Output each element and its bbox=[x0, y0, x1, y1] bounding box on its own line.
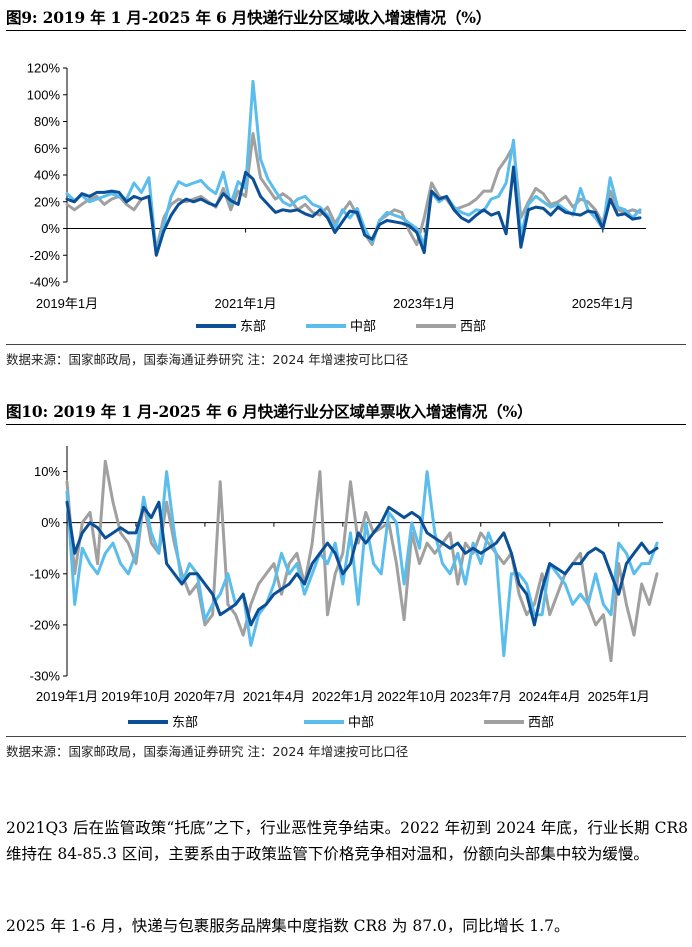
analysis-paragraph-2: 2025 年 1-6 月，快递与包裹服务品牌集中度指数 CR8 为 87.0，同… bbox=[6, 917, 570, 935]
chart2-series-line-0 bbox=[65, 500, 659, 627]
chart1-y-tick-label: 80% bbox=[34, 114, 60, 129]
chart2-y-tick-label: 0% bbox=[41, 515, 60, 530]
chart2-legend-label: 中部 bbox=[348, 715, 374, 730]
chart1-legend-label: 中部 bbox=[350, 319, 376, 334]
chart1-x-tick-label: 2021年1月 bbox=[215, 296, 277, 311]
chart2-series-line-2 bbox=[65, 459, 659, 663]
chart2-x-tick-label: 2020年7月 bbox=[174, 689, 236, 704]
chart2-legend-label: 西部 bbox=[528, 715, 554, 730]
chart1-x-tick-label: 2019年1月 bbox=[36, 296, 98, 311]
chart1-series-line-0 bbox=[65, 165, 642, 257]
figure1-source-rule bbox=[6, 344, 686, 345]
chart1-y-tick-label: 100% bbox=[27, 87, 61, 102]
chart2-x-tick-label: 2019年1月 bbox=[36, 689, 98, 704]
figure1-source: 数据来源：国家邮政局，国泰海通证券研究 注：2024 年增速按可比口径 bbox=[6, 352, 409, 367]
chart1-y-tick-label: 120% bbox=[27, 61, 61, 76]
chart1-y-tick-label: -20% bbox=[30, 248, 61, 263]
chart2-x-tick-label: 2023年7月 bbox=[450, 689, 512, 704]
figure2-source: 数据来源：国家邮政局，国泰海通证券研究 注：2024 年增速按可比口径 bbox=[6, 744, 409, 759]
chart2-series-line-1 bbox=[65, 470, 659, 658]
chart2-x-tick-label: 2022年10月 bbox=[377, 689, 446, 704]
chart2-x-tick-label: 2024年4月 bbox=[519, 689, 581, 704]
chart2-y-tick-label: 10% bbox=[34, 464, 60, 479]
chart1-y-tick-label: 40% bbox=[34, 168, 60, 183]
figure2-chart: 10% 0% -10% -20% -30% 2019年1月 2019年10月 2020年7月 2… bbox=[30, 446, 663, 730]
chart2-x-tick-label: 2022年1月 bbox=[312, 689, 374, 704]
chart2-y-tick-label: -20% bbox=[30, 617, 61, 632]
figure2-title-rule bbox=[6, 424, 686, 425]
chart2-x-tick-label: 2019年10月 bbox=[101, 689, 170, 704]
chart2-x-tick-label: 2021年4月 bbox=[243, 689, 305, 704]
chart1-x-tick-label: 2025年1月 bbox=[572, 296, 634, 311]
chart1-y-tick-label: 0% bbox=[41, 221, 60, 236]
figure1-title: 图9: 2019 年 1 月-2025 年 6 月快递行业分区域收入增速情况（%… bbox=[6, 8, 492, 27]
analysis-paragraph-1: 2021Q3 后在监管政策“托底”之下，行业恶性竞争结束。2022 年初到 20… bbox=[6, 819, 688, 863]
chart1-legend-label: 东部 bbox=[240, 319, 266, 334]
figure2-source-rule bbox=[6, 736, 686, 737]
chart2-x-tick-label: 2025年1月 bbox=[588, 689, 650, 704]
chart1-legend-label: 西部 bbox=[460, 319, 486, 334]
chart2-legend-label: 东部 bbox=[172, 715, 198, 730]
chart1-y-tick-label: -40% bbox=[30, 275, 61, 290]
chart1-y-tick-label: 20% bbox=[34, 194, 60, 209]
chart1-x-tick-label: 2023年1月 bbox=[393, 296, 455, 311]
chart2-y-tick-label: -30% bbox=[30, 669, 61, 684]
chart1-series-line-2 bbox=[65, 132, 642, 252]
figure2-title: 图10: 2019 年 1 月-2025 年 6 月快递行业分区域单票收入增速情… bbox=[6, 402, 533, 421]
figure1-chart: 120% 100% 80% 60% 40% 20% 0% -20% -40% 2019年1月 202… bbox=[27, 61, 646, 334]
figure1-title-rule bbox=[6, 30, 686, 31]
chart2-y-tick-label: -10% bbox=[30, 566, 61, 581]
chart1-y-tick-label: 60% bbox=[34, 141, 60, 156]
